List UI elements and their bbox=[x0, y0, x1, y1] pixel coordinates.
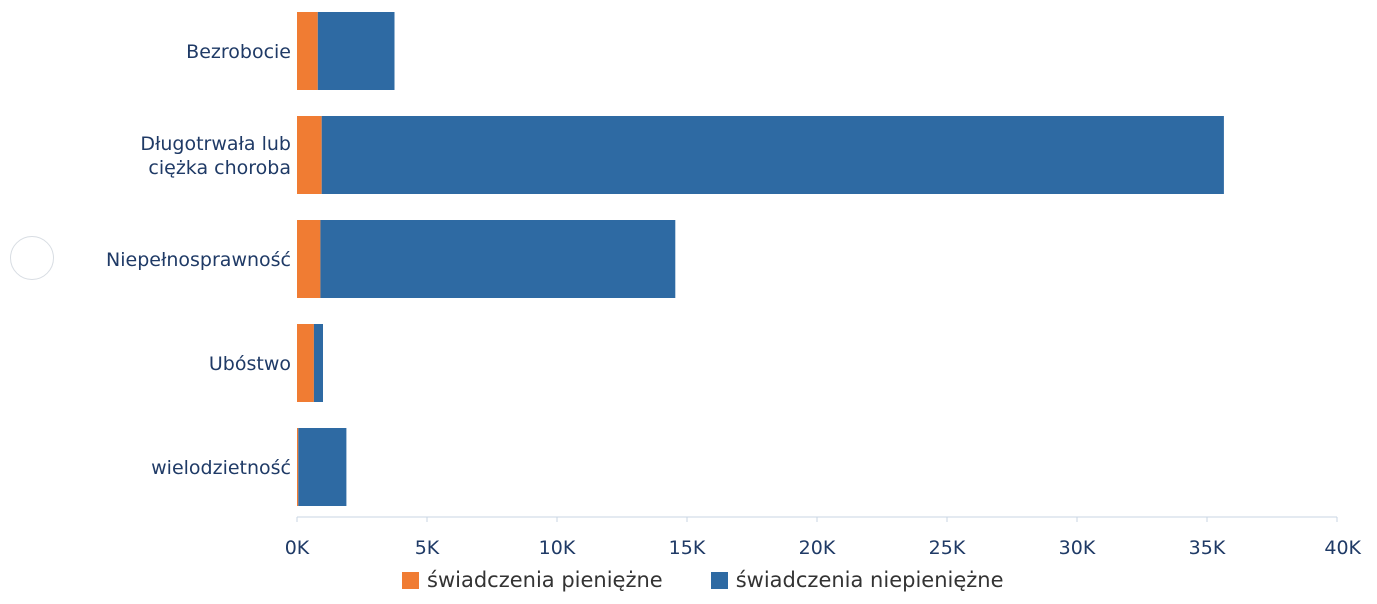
legend-swatch-noncash bbox=[710, 571, 728, 589]
category-label-4: wielodzietność bbox=[151, 457, 291, 479]
bar-cash-3 bbox=[297, 324, 314, 402]
circle-icon bbox=[10, 236, 54, 280]
legend-swatch-cash bbox=[402, 571, 419, 589]
bar-cash-1 bbox=[297, 116, 322, 194]
legend: świadczenia pieniężne świadczenia niepie… bbox=[402, 568, 1052, 592]
bar-noncash-4 bbox=[298, 428, 347, 506]
x-tick-label-8: 40K bbox=[1324, 537, 1361, 559]
bar-cash-4 bbox=[297, 428, 299, 506]
x-tick-label-6: 30K bbox=[1059, 537, 1096, 559]
x-tick-label-5: 25K bbox=[929, 537, 966, 559]
x-tick-label-4: 20K bbox=[799, 537, 836, 559]
bar-noncash-0 bbox=[317, 12, 395, 90]
category-labels: Bezrobocie Długotrwała lub ciężka choroba N… bbox=[106, 41, 291, 479]
legend-label-noncash: świadczenia niepieniężne bbox=[735, 568, 1004, 592]
legend-item-cash: świadczenia pieniężne bbox=[402, 568, 663, 592]
x-tick-label-7: 35K bbox=[1189, 537, 1226, 559]
legend-label-cash: świadczenia pieniężne bbox=[427, 568, 663, 592]
category-label-1: Długotrwała lub ciężka choroba bbox=[140, 133, 291, 179]
x-tick-label-3: 15K bbox=[669, 537, 706, 559]
x-tick-label-2: 10K bbox=[539, 537, 576, 559]
bar-noncash-3 bbox=[313, 324, 323, 402]
x-axis: 0K 5K 10K 15K 20K 25K 30K 35K 40K bbox=[285, 516, 1362, 559]
category-label-0: Bezrobocie bbox=[186, 41, 291, 63]
x-tick-label-1: 5K bbox=[415, 537, 440, 559]
bar-noncash-1 bbox=[321, 116, 1224, 194]
bars-layer bbox=[297, 12, 1224, 506]
bar-noncash-2 bbox=[320, 220, 676, 298]
x-tick-label-0: 0K bbox=[285, 537, 310, 559]
bar-cash-2 bbox=[297, 220, 321, 298]
category-label-2: Niepełnosprawność bbox=[106, 249, 291, 271]
bar-cash-0 bbox=[297, 12, 318, 90]
legend-item-noncash: świadczenia niepieniężne bbox=[710, 568, 1004, 592]
category-label-3: Ubóstwo bbox=[209, 353, 291, 375]
